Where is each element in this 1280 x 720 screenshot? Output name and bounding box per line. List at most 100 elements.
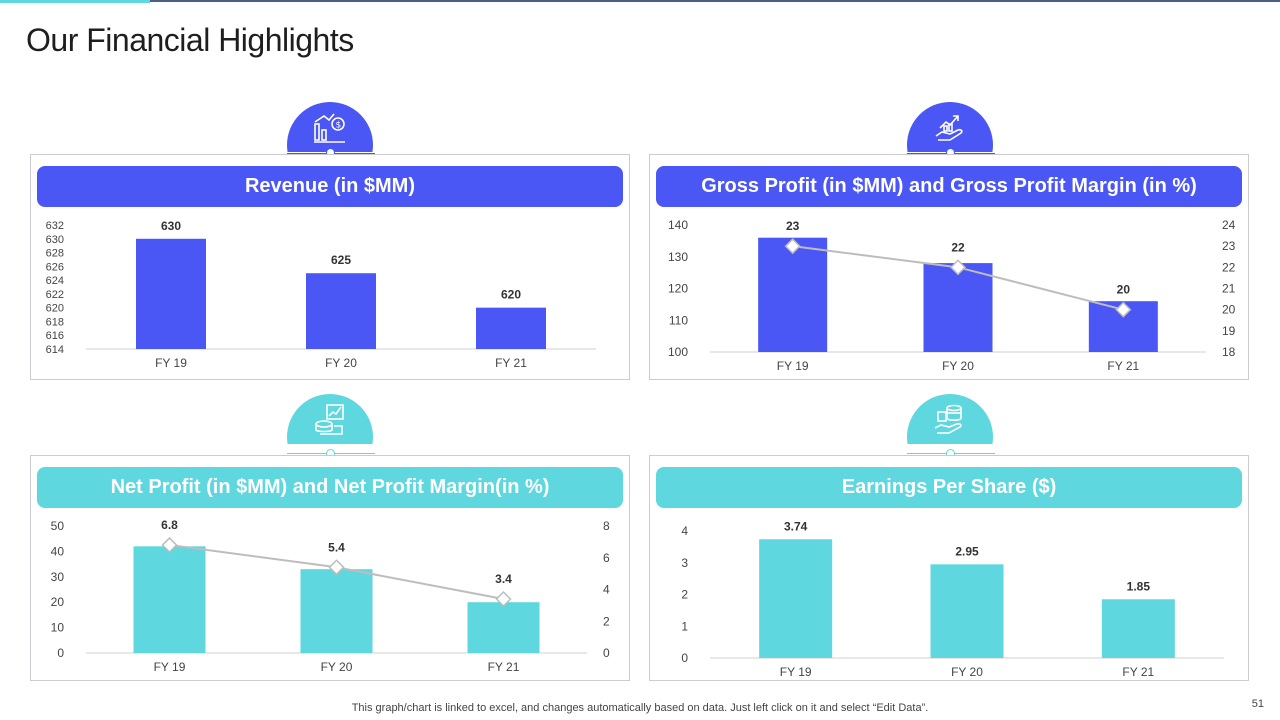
page-title: Our Financial Highlights xyxy=(26,22,354,58)
data-label: 22 xyxy=(951,240,965,254)
y-tick-label: 618 xyxy=(46,316,64,328)
gross-banner: Gross Profit (in $MM) and Gross Profit M… xyxy=(656,166,1242,207)
y-tick-label: 614 xyxy=(46,344,64,356)
y-tick-label: 1 xyxy=(681,619,688,633)
data-label: 3.4 xyxy=(495,572,512,586)
y-tick-label: 628 xyxy=(46,248,64,260)
hand-growth-icon xyxy=(935,115,963,141)
bar-fy19 xyxy=(759,539,833,658)
y-tick-label: 626 xyxy=(46,261,64,273)
bar-fy19 xyxy=(133,546,206,653)
y-tick-label: 622 xyxy=(46,289,64,301)
bar-fy21 xyxy=(1101,599,1175,658)
data-label: 23 xyxy=(786,219,800,233)
footer-note: This graph/chart is linked to excel, and… xyxy=(351,702,929,714)
y2-tick-label: 0 xyxy=(603,646,610,660)
y-tick-label: 4 xyxy=(681,524,688,538)
top-accent xyxy=(0,0,150,3)
svg-text:$: $ xyxy=(336,121,342,131)
y-tick-label: 620 xyxy=(46,303,64,315)
y2-tick-label: 19 xyxy=(1222,324,1236,338)
x-tick-label: FY 21 xyxy=(1122,665,1154,679)
data-label: 5.4 xyxy=(328,540,345,554)
eps-chart[interactable]: 0 1 2 3 4 FY 19 FY 20 FY 21 3.74 2.95 1.85 xyxy=(650,512,1250,682)
net-badge xyxy=(287,394,373,444)
y-tick-label: 10 xyxy=(51,621,65,635)
data-label: 620 xyxy=(501,288,521,302)
y-tick-label: 110 xyxy=(669,313,688,327)
y-tick-label: 120 xyxy=(668,282,688,296)
bar-fy19 xyxy=(758,237,828,352)
bar-fy19 xyxy=(136,238,206,349)
bar-fy21 xyxy=(476,307,546,349)
bar-fy20 xyxy=(306,273,376,349)
y-tick-label: 130 xyxy=(668,250,688,264)
x-tick-label: FY 19 xyxy=(777,359,809,373)
gross-chart[interactable]: 100 110 120 130 140 18 19 20 21 22 23 24 FY 19 FY 20 F… xyxy=(650,211,1250,381)
eps-badge xyxy=(907,394,993,444)
y-tick-label: 616 xyxy=(46,330,64,342)
y2-tick-label: 18 xyxy=(1222,345,1236,359)
y-tick-label: 2 xyxy=(681,588,688,602)
y-tick-label: 50 xyxy=(51,519,65,533)
y-tick-label: 100 xyxy=(668,345,688,359)
bar-fy20 xyxy=(923,263,993,352)
x-tick-label: FY 20 xyxy=(951,665,983,679)
x-tick-label: FY 19 xyxy=(780,665,812,679)
y2-tick-label: 22 xyxy=(1222,260,1236,274)
bar-fy20 xyxy=(300,569,373,653)
y2-tick-label: 6 xyxy=(603,551,610,565)
gross-badge xyxy=(907,102,993,152)
margin-marker xyxy=(1115,301,1132,318)
margin-marker xyxy=(784,238,801,255)
y2-tick-label: 8 xyxy=(603,519,610,533)
coins-hand-icon xyxy=(934,404,962,434)
data-label: 625 xyxy=(331,253,351,267)
net-panel: Net Profit (in $MM) and Net Profit Margi… xyxy=(30,455,630,681)
revenue-badge: $ xyxy=(287,102,373,152)
data-label: 2.95 xyxy=(955,544,979,558)
gross-panel: Gross Profit (in $MM) and Gross Profit M… xyxy=(649,154,1249,380)
page-number: 51 xyxy=(1251,698,1264,710)
y2-tick-label: 21 xyxy=(1222,282,1236,296)
margin-marker xyxy=(328,559,345,576)
bar-fy20 xyxy=(930,564,1004,658)
data-label: 1.85 xyxy=(1127,579,1151,593)
data-label: 630 xyxy=(161,219,181,233)
revenue-panel: Revenue (in $MM) 614 616 618 620 622 624 626 62… xyxy=(30,154,630,380)
profit-chart-icon xyxy=(315,404,344,435)
margin-marker xyxy=(495,590,512,608)
y-tick-label: 3 xyxy=(681,556,688,570)
x-tick-label: FY 20 xyxy=(942,359,974,373)
y2-tick-label: 23 xyxy=(1222,239,1236,253)
y2-tick-label: 4 xyxy=(603,583,610,597)
x-tick-label: FY 20 xyxy=(321,660,353,674)
net-banner: Net Profit (in $MM) and Net Profit Margi… xyxy=(37,467,623,508)
margin-marker xyxy=(949,259,967,276)
net-chart[interactable]: 0 10 20 30 40 50 0 2 4 6 8 FY 19 FY 20 FY 21 6.8 5.4 3.4 xyxy=(31,512,631,682)
eps-banner: Earnings Per Share ($) xyxy=(656,467,1242,508)
x-tick-label: FY 20 xyxy=(325,356,357,370)
y2-tick-label: 2 xyxy=(603,614,610,628)
x-tick-label: FY 21 xyxy=(495,356,527,370)
x-tick-label: FY 19 xyxy=(154,660,186,674)
x-tick-label: FY 21 xyxy=(488,660,520,674)
top-rule xyxy=(0,0,1280,2)
revenue-banner: Revenue (in $MM) xyxy=(37,166,623,207)
y2-tick-label: 20 xyxy=(1222,303,1236,317)
x-tick-label: FY 21 xyxy=(1107,359,1139,373)
x-tick-label: FY 19 xyxy=(155,356,187,370)
y-tick-label: 40 xyxy=(51,544,65,558)
y-tick-label: 140 xyxy=(668,218,688,232)
bar-fy21 xyxy=(467,602,540,653)
revenue-chart[interactable]: 614 616 618 620 622 624 626 628 630 632 FY 19 FY 20… xyxy=(31,211,631,381)
y-tick-label: 632 xyxy=(46,220,64,232)
y-tick-label: 630 xyxy=(46,234,64,246)
y-tick-label: 0 xyxy=(57,646,64,660)
margin-marker xyxy=(161,536,178,554)
y-tick-label: 20 xyxy=(51,595,65,609)
y-tick-label: 0 xyxy=(681,651,688,665)
money-growth-icon: $ xyxy=(314,113,345,143)
data-label: 3.74 xyxy=(784,519,808,533)
data-label: 6.8 xyxy=(161,518,178,532)
